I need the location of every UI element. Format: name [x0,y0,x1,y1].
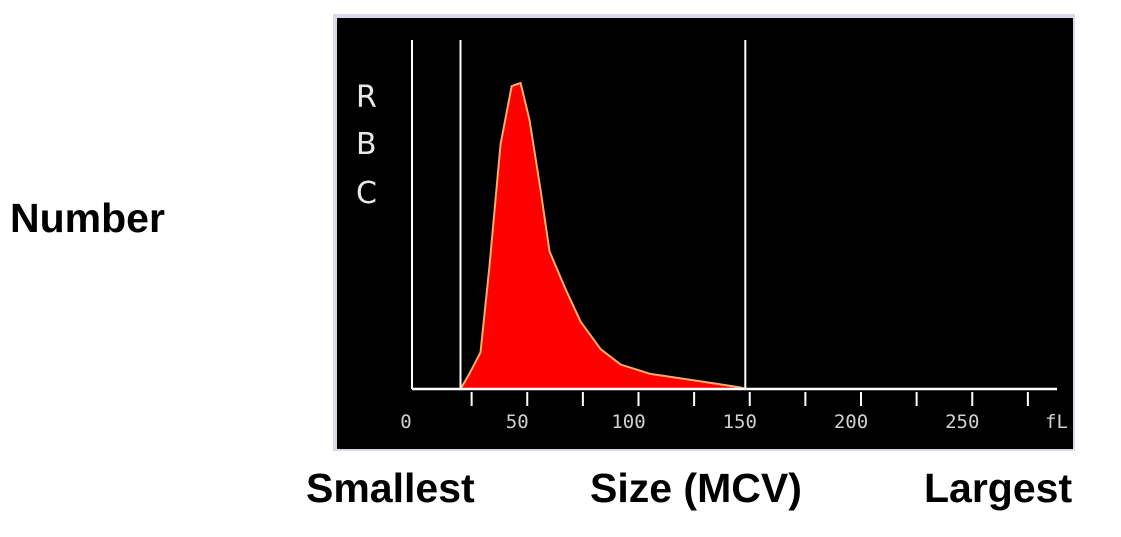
x-axis-smallest-label: Smallest [306,465,475,511]
x-tick-label-250: 250 [945,411,979,433]
rbc-histogram: 0 50 100 150 200 250 R B C fL [337,18,1073,449]
x-tick-label-150: 150 [723,411,757,433]
histogram-panel: 0 50 100 150 200 250 R B C fL [333,14,1075,451]
x-tick-label-200: 200 [834,411,868,433]
x-unit-label: fL [1045,411,1068,433]
x-tick-label-100: 100 [611,411,645,433]
x-tick-label-50: 50 [506,411,529,433]
histogram-area [459,82,747,390]
ylabel-letter-r: R [356,80,377,115]
ylabel-letter-c: C [356,176,377,211]
x-tick-label-0: 0 [400,411,411,433]
y-axis-side-label: Number [10,195,165,241]
ylabel-letter-b: B [356,127,377,162]
x-axis-largest-label: Largest [924,465,1073,511]
x-axis-size-label: Size (MCV) [590,465,802,511]
